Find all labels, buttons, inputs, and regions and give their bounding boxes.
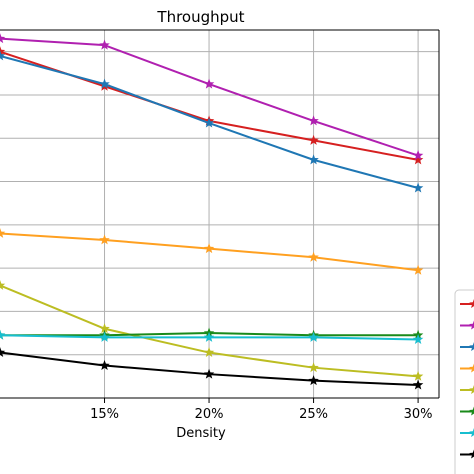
x-tick-label: 30% xyxy=(404,407,433,422)
data-point xyxy=(99,323,110,334)
x-axis-label: Density xyxy=(176,426,226,441)
legend-item xyxy=(460,428,474,438)
legend-marker xyxy=(469,342,474,352)
series-8 xyxy=(0,347,424,390)
data-point xyxy=(203,78,215,89)
series-5 xyxy=(0,279,424,381)
legend-marker xyxy=(469,428,474,438)
legend-marker xyxy=(469,320,474,330)
series-4 xyxy=(0,227,424,275)
data-point xyxy=(412,379,424,390)
data-point xyxy=(99,39,110,50)
legend-marker xyxy=(469,406,474,416)
legend-marker xyxy=(469,449,474,459)
legend-marker xyxy=(469,385,474,395)
legend xyxy=(454,289,474,474)
data-point xyxy=(0,329,6,340)
data-point xyxy=(308,115,319,126)
data-point xyxy=(99,234,110,245)
legend-marker xyxy=(469,363,474,373)
series-layer xyxy=(0,33,424,390)
data-point xyxy=(308,331,319,342)
x-ticks: 15% 20% 25% 30% xyxy=(90,398,433,422)
data-point xyxy=(0,46,6,57)
grid xyxy=(0,30,439,398)
x-tick-label: 20% xyxy=(195,407,224,422)
data-point xyxy=(0,279,6,290)
legend-item xyxy=(460,385,474,395)
data-point xyxy=(0,227,6,238)
chart-title: Throughput xyxy=(156,8,244,26)
data-point xyxy=(0,50,6,61)
data-point xyxy=(412,334,424,344)
data-point xyxy=(99,331,110,342)
legend-item xyxy=(460,299,474,309)
data-point xyxy=(412,154,424,165)
data-point xyxy=(412,150,424,160)
series-7 xyxy=(0,329,424,344)
legend-box xyxy=(454,289,474,474)
data-point xyxy=(412,182,424,193)
legend-marker xyxy=(469,299,474,309)
data-point xyxy=(412,370,424,381)
data-point xyxy=(308,375,319,386)
legend-item xyxy=(460,363,474,373)
data-point xyxy=(308,362,319,373)
axes xyxy=(0,29,440,399)
data-point xyxy=(203,243,215,254)
data-point xyxy=(203,347,215,357)
data-point xyxy=(203,117,215,128)
x-tick-label: 15% xyxy=(90,407,119,422)
data-point xyxy=(99,78,110,89)
legend-item xyxy=(460,449,474,459)
x-tick-label: 25% xyxy=(299,407,328,422)
data-point xyxy=(203,331,215,342)
data-point xyxy=(308,251,319,262)
data-point xyxy=(99,360,110,370)
series-2 xyxy=(0,33,424,160)
data-point xyxy=(308,134,319,145)
data-point xyxy=(308,154,319,165)
legend-item xyxy=(460,406,474,416)
series-3 xyxy=(0,50,424,193)
data-point xyxy=(0,347,6,357)
legend-item xyxy=(460,342,474,352)
data-point xyxy=(203,368,215,379)
data-point xyxy=(0,33,6,44)
series-1 xyxy=(0,46,424,165)
legend-item xyxy=(460,320,474,330)
data-point xyxy=(412,264,424,275)
